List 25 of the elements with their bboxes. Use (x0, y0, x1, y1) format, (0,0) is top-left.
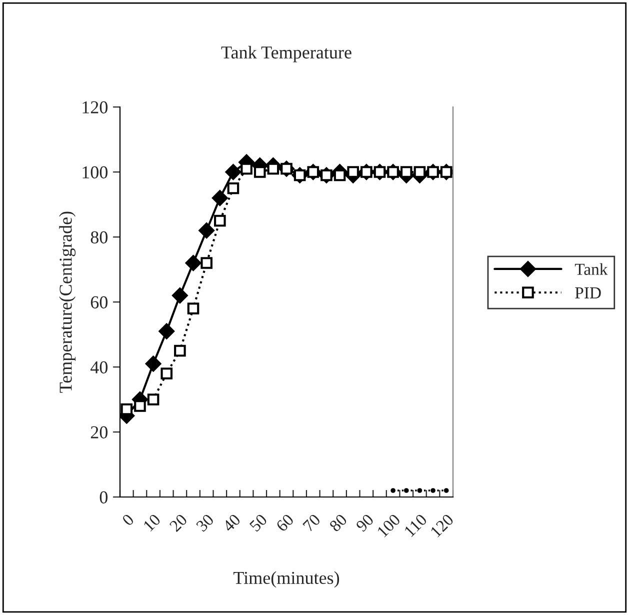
x-tick-label: 30 (196, 513, 214, 532)
x-tick-label: 110 (404, 513, 428, 538)
y-tick-label: 60 (90, 296, 108, 308)
x-tick-label: 90 (355, 513, 374, 532)
legend-label: PID (575, 287, 601, 298)
y-axis-title: Temperature(Centigrade) (59, 212, 76, 393)
x-tick-label: 0 (122, 513, 135, 526)
y-tick-label: 120 (82, 101, 108, 114)
x-tick-label: 20 (169, 513, 188, 532)
x-tick-label: 10 (142, 513, 162, 532)
x-tick-label: 100 (376, 513, 401, 538)
x-tick-label: 80 (328, 513, 348, 532)
x-tick-label: 70 (302, 513, 321, 532)
y-tick-label: 0 (100, 491, 108, 504)
x-tick-label: 60 (276, 513, 294, 532)
x-axis-title: Time(minutes) (233, 571, 340, 588)
y-tick-label: 80 (90, 231, 108, 244)
x-tick-label: 120 (430, 513, 454, 538)
legend-label: Tank (574, 263, 608, 275)
y-tick-label: 40 (90, 361, 108, 374)
x-tick-label: 50 (249, 513, 268, 532)
y-tick-label: 100 (82, 166, 108, 178)
chart-title: Tank Temperature (221, 46, 352, 62)
x-tick-label: 40 (222, 513, 242, 532)
y-tick-label: 20 (90, 426, 108, 438)
